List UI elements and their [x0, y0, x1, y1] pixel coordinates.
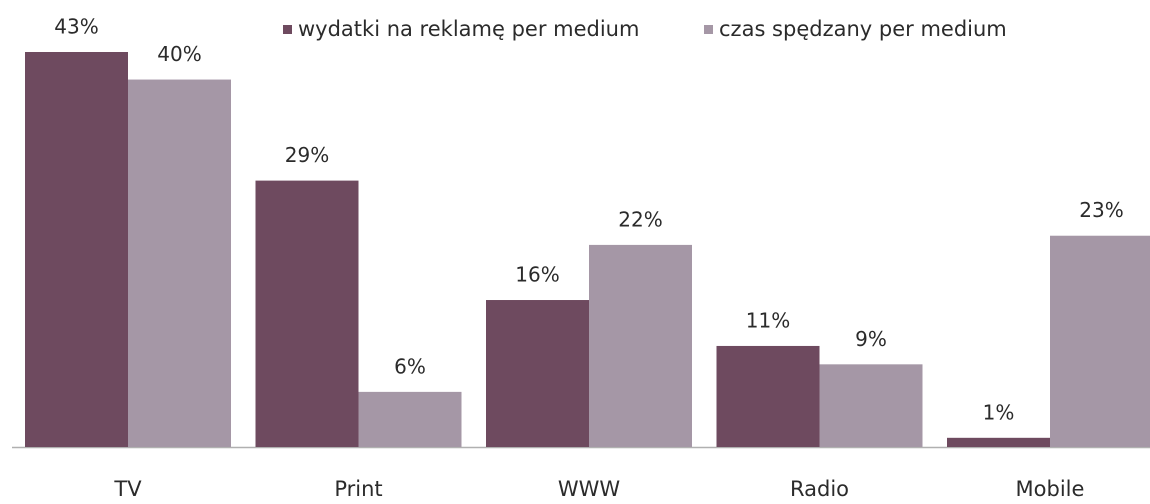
- value-label: 6%: [394, 354, 426, 378]
- bar: [255, 180, 359, 447]
- value-label: 11%: [746, 308, 790, 332]
- bar: [819, 364, 923, 447]
- legend-label: wydatki na reklamę per medium: [298, 17, 639, 41]
- x-tick-label: Radio: [790, 477, 849, 501]
- bar: [589, 244, 692, 447]
- bar: [1050, 235, 1150, 447]
- bar: [947, 437, 1050, 447]
- legend-label: czas spędzany per medium: [719, 17, 1007, 41]
- legend-swatch: [283, 25, 292, 34]
- value-label: 16%: [515, 263, 559, 287]
- value-label: 1%: [983, 400, 1015, 424]
- x-tick-label: Mobile: [1016, 477, 1085, 501]
- bar: [358, 391, 462, 447]
- bar: [128, 79, 231, 447]
- value-label: 29%: [285, 143, 329, 167]
- value-label: 9%: [855, 327, 887, 351]
- x-tick-label: Print: [334, 477, 382, 501]
- bar: [486, 300, 589, 447]
- value-label: 23%: [1079, 198, 1123, 222]
- x-tick-label: TV: [113, 477, 142, 501]
- value-label: 40%: [157, 42, 201, 66]
- value-label: 22%: [618, 207, 662, 231]
- bar: [716, 345, 820, 447]
- legend-swatch: [704, 25, 713, 34]
- value-label: 43%: [54, 15, 98, 39]
- x-tick-label: WWW: [558, 477, 621, 501]
- bar: [25, 52, 128, 447]
